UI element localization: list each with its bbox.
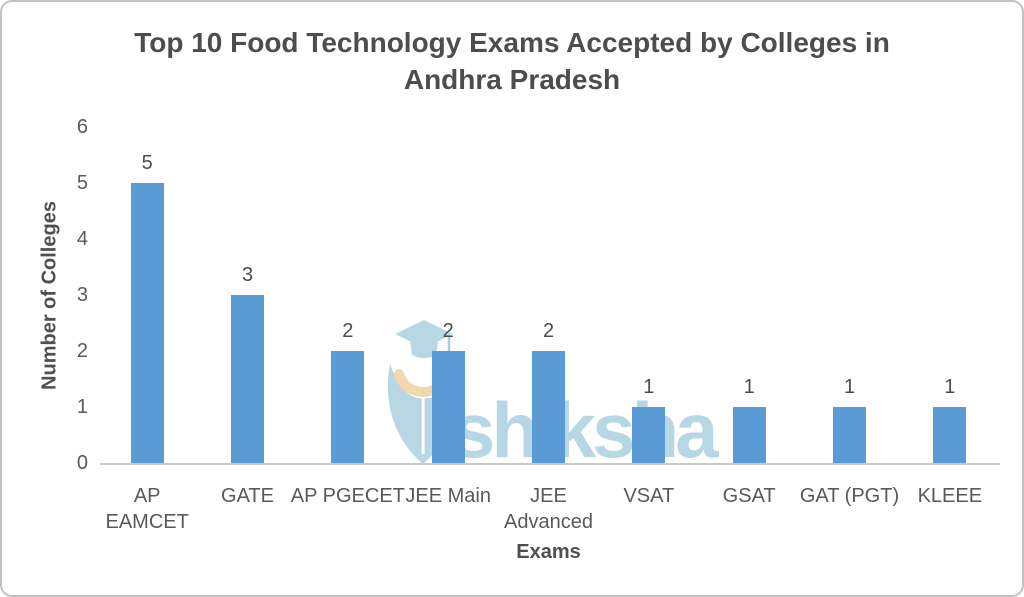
bar-value-label: 1 bbox=[743, 376, 755, 398]
y-tick-label: 6 bbox=[76, 116, 88, 138]
x-axis-line bbox=[100, 463, 1000, 465]
bar bbox=[331, 351, 365, 463]
x-category-label: AP EAMCET bbox=[105, 485, 189, 533]
x-category-label: JEE Main bbox=[405, 485, 491, 507]
bar-value-label: 5 bbox=[141, 152, 153, 174]
y-tick-label: 5 bbox=[76, 172, 88, 194]
chart-title: Top 10 Food Technology Exams Accepted by… bbox=[2, 24, 1022, 98]
x-category-label: GSAT bbox=[722, 485, 776, 507]
bar-value-label: 3 bbox=[241, 264, 254, 286]
bar bbox=[130, 183, 164, 463]
bar-value-label: 1 bbox=[643, 376, 655, 398]
x-category-label: VSAT bbox=[623, 485, 675, 507]
bar bbox=[532, 351, 565, 463]
x-category-label: JEE Advanced bbox=[504, 485, 593, 533]
bar-value-label: 2 bbox=[442, 320, 454, 342]
bar bbox=[632, 407, 666, 463]
x-category-label: GAT (PGT) bbox=[799, 485, 900, 507]
chart-title-line2: Andhra Pradesh bbox=[403, 64, 621, 95]
bar bbox=[231, 295, 264, 463]
bar-value-label: 2 bbox=[342, 320, 354, 342]
x-category-label: AP PGECET bbox=[290, 485, 405, 507]
chart-title-line1: Top 10 Food Technology Exams Accepted by… bbox=[134, 27, 890, 58]
y-tick-label: 3 bbox=[76, 284, 88, 306]
x-category-label: KLEEE bbox=[917, 485, 983, 507]
shiksha-watermark-text: shiksha bbox=[452, 386, 718, 474]
y-tick-label: 0 bbox=[76, 452, 88, 474]
bar bbox=[933, 407, 967, 463]
x-axis-title: Exams bbox=[516, 541, 581, 563]
y-tick-label: 2 bbox=[76, 340, 88, 362]
bar bbox=[732, 407, 766, 463]
y-tick-label: 4 bbox=[76, 228, 88, 250]
x-category-label: GATE bbox=[221, 485, 274, 507]
bar-value-label: 1 bbox=[944, 376, 956, 398]
y-tick-label: 1 bbox=[76, 396, 88, 418]
bar bbox=[431, 351, 465, 463]
bar-value-label: 2 bbox=[542, 320, 555, 342]
bar bbox=[833, 407, 866, 463]
bar-value-label: 1 bbox=[843, 376, 856, 398]
